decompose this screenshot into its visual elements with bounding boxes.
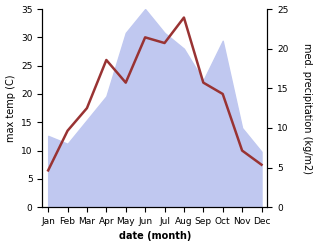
X-axis label: date (month): date (month) <box>119 231 191 242</box>
Y-axis label: med. precipitation (kg/m2): med. precipitation (kg/m2) <box>302 43 313 174</box>
Y-axis label: max temp (C): max temp (C) <box>5 74 16 142</box>
